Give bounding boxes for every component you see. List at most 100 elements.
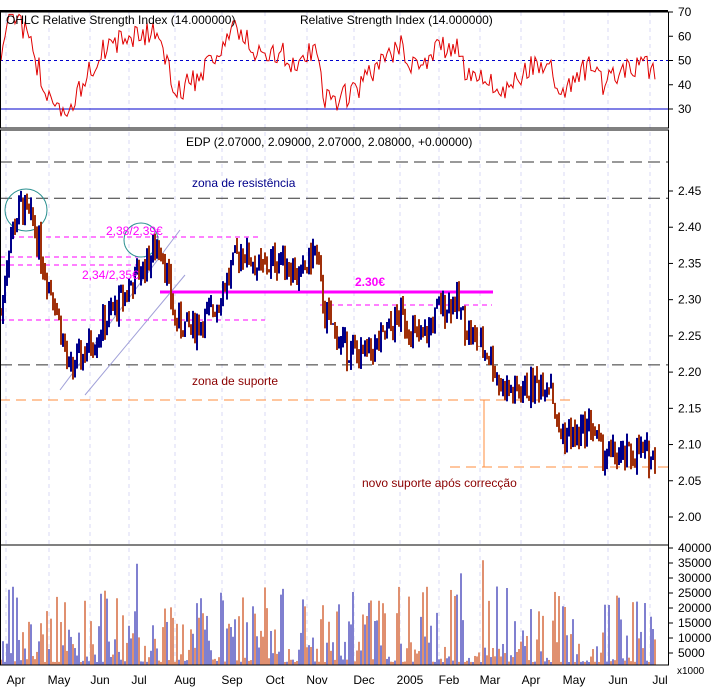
- volume-bar: [516, 651, 518, 665]
- volume-bar: [140, 661, 142, 665]
- volume-bar: [426, 586, 428, 665]
- volume-bar: [348, 621, 350, 665]
- volume-bar: [420, 616, 422, 665]
- channel-line: [84, 274, 186, 396]
- volume-bar: [330, 650, 332, 665]
- price-tick-label: 2.20: [678, 365, 702, 379]
- volume-bar: [130, 638, 132, 665]
- volume-bar: [342, 659, 344, 665]
- volume-bar: [520, 641, 522, 665]
- volume-bar: [370, 600, 372, 665]
- volume-bar: [172, 617, 174, 665]
- x-tick-label: May: [48, 673, 71, 687]
- volume-bar: [412, 661, 414, 665]
- volume-bar: [590, 656, 592, 665]
- volume-bar: [572, 619, 574, 665]
- volume-bar: [240, 661, 242, 665]
- volume-bar: [362, 614, 364, 665]
- volume-bar: [486, 655, 488, 665]
- price-tick-label: 2.45: [678, 184, 702, 198]
- volume-bar: [146, 661, 148, 665]
- volume-bar: [544, 661, 546, 665]
- volume-bar: [158, 660, 160, 665]
- volume-bar: [622, 658, 624, 665]
- rsi-tick-label: 50: [678, 54, 692, 68]
- volume-bar: [530, 609, 532, 665]
- volume-bar: [216, 660, 218, 665]
- volume-bar: [366, 615, 368, 665]
- volume-bar: [338, 604, 340, 665]
- volume-bar: [242, 597, 244, 665]
- volume-bar: [480, 661, 482, 665]
- volume-bar: [506, 588, 508, 665]
- volume-bar: [524, 646, 526, 665]
- volume-bar: [488, 600, 490, 665]
- volume-bar: [108, 641, 110, 665]
- volume-bar: [236, 660, 238, 665]
- volume-bar: [578, 643, 580, 665]
- x-tick-label: Jun: [90, 673, 109, 687]
- volume-bar: [470, 661, 472, 665]
- volume-bar: [594, 661, 596, 665]
- volume-bar: [378, 600, 380, 665]
- volume-bar: [326, 642, 328, 665]
- rsi-panel: [0, 13, 668, 118]
- volume-bar: [386, 658, 388, 665]
- volume-bar: [182, 624, 184, 665]
- volume-bar: [606, 661, 608, 665]
- volume-bar: [394, 660, 396, 665]
- volume-bar: [248, 660, 250, 665]
- volume-bar: [302, 599, 304, 665]
- volume-bar: [204, 629, 206, 665]
- volume-bar: [582, 661, 584, 665]
- volume-bar: [624, 660, 626, 665]
- volume-bar: [358, 641, 360, 665]
- price-tick-label: 2.00: [678, 510, 702, 524]
- volume-bar: [4, 661, 6, 665]
- panel-frame: [0, 544, 669, 666]
- volume-bar: [654, 639, 656, 665]
- volume-bar: [444, 646, 446, 665]
- volume-bar: [94, 654, 96, 665]
- volume-bar: [396, 613, 398, 665]
- volume-bar: [410, 642, 412, 665]
- volume-bar: [142, 661, 144, 665]
- volume-bar: [148, 657, 150, 665]
- volume-bar: [532, 661, 534, 665]
- rsi-line: [0, 13, 656, 118]
- volume-tick-label: 10000: [678, 631, 712, 645]
- volume-bar: [282, 588, 284, 665]
- volume-bar: [250, 660, 252, 665]
- volume-bar: [66, 650, 68, 665]
- volume-bar: [16, 597, 18, 665]
- price-panel: [0, 161, 668, 479]
- volume-tick-label: 15000: [678, 616, 712, 630]
- volume-bar: [538, 611, 540, 665]
- volume-bar: [100, 593, 102, 665]
- volume-bar: [138, 637, 140, 665]
- grid: [5, 12, 651, 665]
- rsi-overlay-title: OHLC Relative Strength Index (14.000000): [6, 13, 235, 27]
- volume-bar: [274, 629, 276, 665]
- volume-bar: [260, 630, 262, 665]
- x-tick-label: Sep: [221, 673, 243, 687]
- volume-bar: [160, 661, 162, 665]
- x-tick-label: Jul: [652, 673, 667, 687]
- volume-bar: [198, 617, 200, 665]
- volume-tick-label: 40000: [678, 541, 712, 555]
- volume-bar: [8, 589, 10, 665]
- volume-bar: [318, 661, 320, 665]
- volume-bar: [312, 637, 314, 665]
- volume-bar: [134, 611, 136, 665]
- volume-bar: [104, 590, 106, 665]
- volume-bar: [328, 621, 330, 665]
- volume-bar: [352, 592, 354, 665]
- volume-bar: [106, 598, 108, 665]
- volume-bar: [536, 639, 538, 665]
- price-tick-label: 2.05: [678, 474, 702, 488]
- x-tick-label: May: [563, 673, 586, 687]
- x-tick-label: Apr: [522, 673, 541, 687]
- volume-bar: [90, 621, 92, 665]
- volume-bar: [62, 645, 64, 665]
